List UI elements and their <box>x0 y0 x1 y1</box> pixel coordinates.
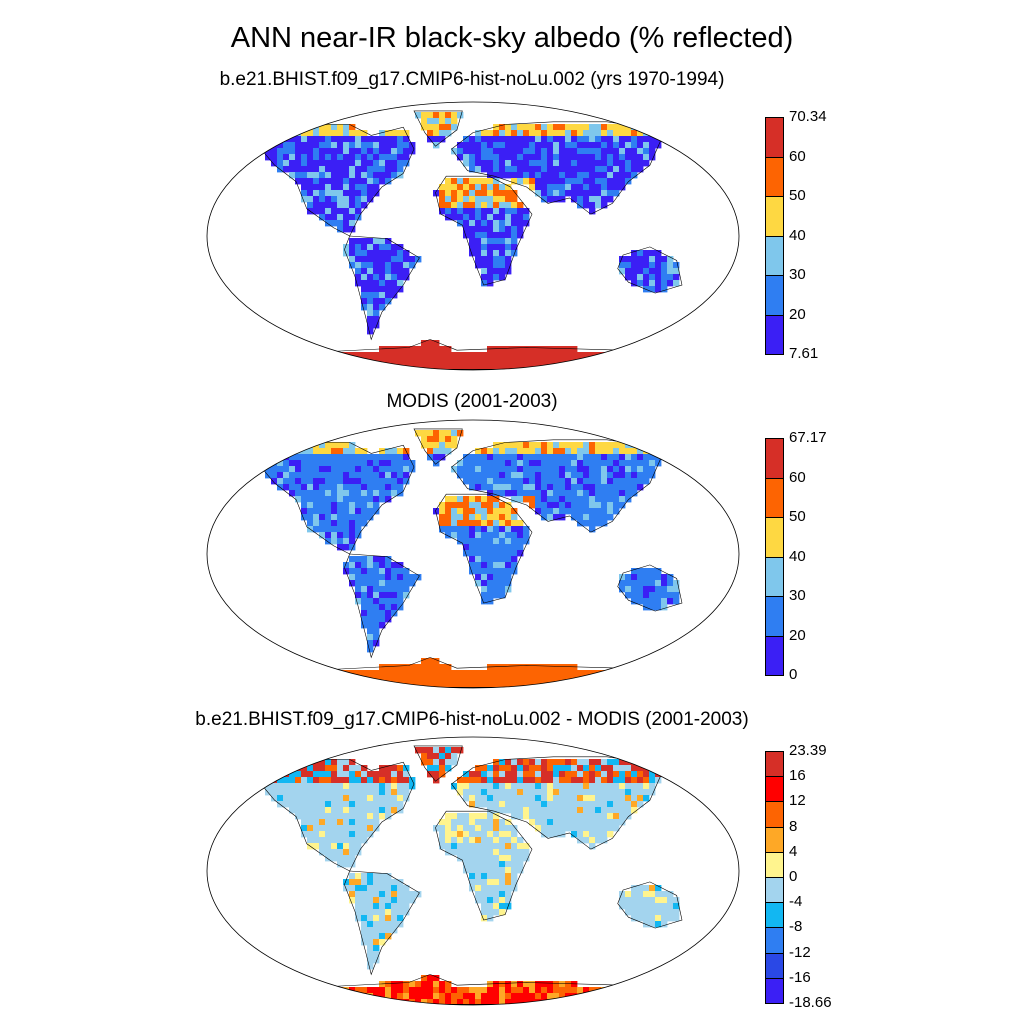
landmass-greenland <box>413 110 464 149</box>
colorbar-swatch <box>765 314 784 355</box>
colorbar-tick-label: 20 <box>789 626 806 644</box>
colorbar-swatch <box>765 438 784 479</box>
colorbar-swatch <box>765 235 784 276</box>
colorbar-swatch <box>765 826 784 853</box>
colorbar-swatch <box>765 902 784 929</box>
map-border <box>206 736 740 1006</box>
colorbar-tick-label: -8 <box>789 918 803 936</box>
map-border <box>206 419 740 689</box>
landmass-south-america <box>343 870 422 976</box>
map-border <box>206 101 740 371</box>
colorbar-swatch <box>765 156 784 197</box>
landmass-north-america <box>258 442 416 555</box>
landmass-antarctica <box>301 974 662 1005</box>
colorbar-swatch <box>765 117 784 158</box>
colorbar-tick-label: 30 <box>789 587 806 604</box>
landmass-south-america <box>343 553 422 659</box>
landmass-eurasia <box>451 756 662 850</box>
colorbar-tick-label: 8 <box>789 817 798 835</box>
colorbar-swatch <box>765 952 784 979</box>
colorbar-swatch <box>765 877 784 904</box>
landmass-africa <box>433 175 533 287</box>
colorbar-swatch <box>765 751 784 778</box>
colorbar-swatch <box>765 556 784 597</box>
landmass-south-america <box>343 235 422 341</box>
panel-title-diff: b.e21.BHIST.f09_g17.CMIP6-hist-noLu.002 … <box>195 709 749 730</box>
landmass-africa <box>433 493 533 605</box>
colorbar-diff: 23.39 16 12 8 4 0 -4 -8 -12 -16 -18.66 <box>765 742 865 1011</box>
map-diff <box>206 736 740 1006</box>
colorbar-min-label: 0 <box>789 666 798 683</box>
colorbar-obs: 67.17 60 50 40 30 20 0 <box>765 429 865 683</box>
colorbar-tick-label: 60 <box>789 147 806 165</box>
map-model <box>206 101 740 371</box>
landmass-greenland <box>413 428 464 467</box>
colorbar-tick-label: 30 <box>789 266 806 283</box>
colorbar-swatch <box>765 927 784 954</box>
landmass-australia <box>617 881 683 929</box>
colorbar-swatch <box>765 635 784 676</box>
colorbar-tick-label: 50 <box>789 508 806 525</box>
landmass-north-america <box>258 124 416 237</box>
landmass-antarctica <box>301 657 662 688</box>
colorbar-swatch <box>765 596 784 637</box>
colorbar-min-label: -18.66 <box>789 994 832 1011</box>
colorbar-tick-label: 4 <box>789 842 798 860</box>
colorbar-tick-label: 40 <box>789 226 806 244</box>
colorbar-max-label: 70.34 <box>789 108 827 125</box>
colorbar-tick-label: 16 <box>789 767 806 785</box>
colorbar-tick-label: 0 <box>789 868 798 885</box>
landmass-antarctica <box>301 339 662 370</box>
colorbar-tick-label: -16 <box>789 968 811 986</box>
colorbar-tick-label: -4 <box>789 893 803 911</box>
colorbar-swatch <box>765 477 784 518</box>
colorbar-tick-label: 40 <box>789 547 806 565</box>
colorbar-tick-label: -12 <box>789 943 811 961</box>
colorbar-tick-label: 50 <box>789 187 806 204</box>
colorbar-swatch <box>765 977 784 1004</box>
figure-title: ANN near-IR black-sky albedo (% reflecte… <box>230 22 794 54</box>
landmass-greenland <box>413 745 464 784</box>
colorbar-swatch <box>765 776 784 803</box>
colorbar-max-label: 67.17 <box>789 429 827 446</box>
colorbar-min-label: 7.61 <box>789 345 819 362</box>
colorbar-tick-label: 60 <box>789 468 806 486</box>
colorbar-swatch <box>765 801 784 828</box>
landmass-australia <box>617 564 683 612</box>
landmass-north-america <box>258 759 416 872</box>
colorbar-swatch <box>765 196 784 237</box>
colorbar-model: 70.34 60 50 40 30 20 7.61 <box>765 108 865 362</box>
landmass-australia <box>617 246 683 294</box>
colorbar-swatch <box>765 275 784 316</box>
colorbar-swatch <box>765 517 784 558</box>
landmass-eurasia <box>451 121 662 215</box>
colorbar-tick-label: 20 <box>789 305 806 323</box>
landmass-eurasia <box>451 439 662 533</box>
landmass-africa <box>433 810 533 922</box>
colorbar-swatch <box>765 851 784 878</box>
panel-title-obs: MODIS (2001-2003) <box>386 391 558 412</box>
colorbar-max-label: 23.39 <box>789 742 827 759</box>
colorbar-tick-label: 12 <box>789 792 806 810</box>
map-obs <box>206 419 740 689</box>
panel-title-model: b.e21.BHIST.f09_g17.CMIP6-hist-noLu.002 … <box>219 69 725 90</box>
